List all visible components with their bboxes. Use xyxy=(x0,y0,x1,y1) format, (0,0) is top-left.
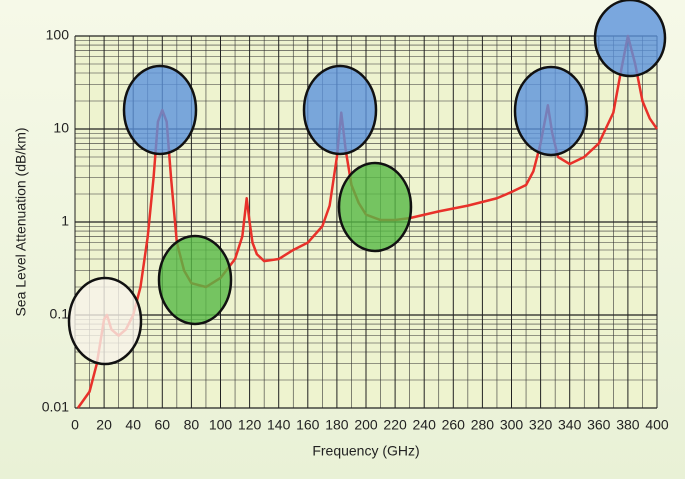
x-tick-label: 400 xyxy=(645,417,669,433)
x-tick-label: 320 xyxy=(529,417,553,433)
x-tick-label: 140 xyxy=(267,417,291,433)
x-tick-label: 220 xyxy=(383,417,407,433)
x-tick-label: 60 xyxy=(155,417,171,433)
highlight-circle xyxy=(593,0,667,78)
x-tick-label: 360 xyxy=(587,417,611,433)
y-tick-label: 0.01 xyxy=(42,399,69,415)
y-tick-label: 0.1 xyxy=(50,306,70,322)
y-tick-label: 10 xyxy=(53,120,69,136)
x-tick-label: 0 xyxy=(71,417,79,433)
x-tick-label: 100 xyxy=(209,417,233,433)
x-tick-label: 120 xyxy=(238,417,262,433)
x-tick-label: 180 xyxy=(325,417,349,433)
x-tick-label: 40 xyxy=(125,417,141,433)
highlight-circle xyxy=(67,276,143,366)
x-tick-label: 280 xyxy=(471,417,495,433)
x-tick-label: 300 xyxy=(500,417,524,433)
x-tick-label: 240 xyxy=(413,417,437,433)
x-axis-label: Frequency (GHz) xyxy=(312,443,419,459)
y-axis-label: Sea Level Attenuation (dB/km) xyxy=(13,127,29,316)
x-tick-label: 340 xyxy=(558,417,582,433)
highlight-circle xyxy=(337,161,413,253)
y-tick-label: 100 xyxy=(46,27,70,43)
y-tick-label: 1 xyxy=(61,213,69,229)
annotations xyxy=(67,0,667,366)
highlight-circle xyxy=(157,234,233,326)
x-tick-label: 380 xyxy=(616,417,640,433)
x-tick-label: 260 xyxy=(442,417,466,433)
highlight-circle xyxy=(302,64,378,156)
x-tick-label: 200 xyxy=(354,417,378,433)
x-tick-label: 160 xyxy=(296,417,320,433)
highlight-circle xyxy=(513,65,589,157)
highlight-circle xyxy=(122,64,198,156)
x-tick-label: 20 xyxy=(96,417,112,433)
x-tick-label: 80 xyxy=(184,417,200,433)
